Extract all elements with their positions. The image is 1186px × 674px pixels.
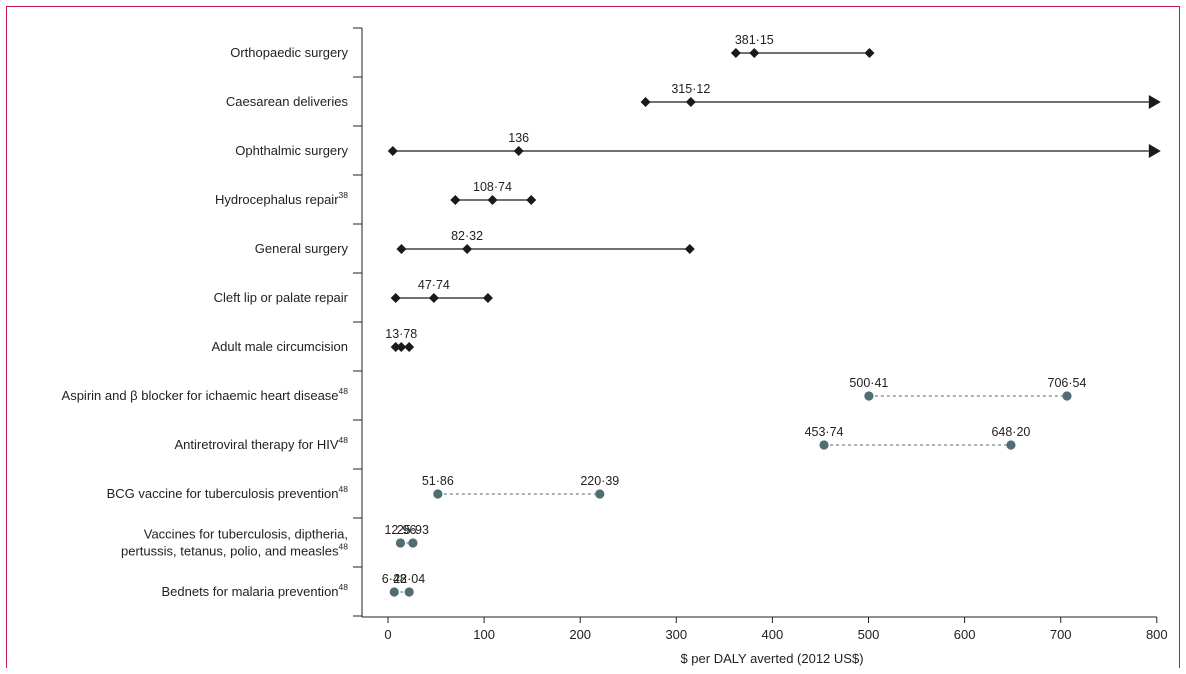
- category-label: Caesarean deliveries: [226, 94, 349, 109]
- category-label: Adult male circumcision: [211, 339, 348, 354]
- circle-marker: [595, 489, 605, 499]
- circle-marker: [433, 489, 443, 499]
- diamond-marker: [390, 342, 401, 352]
- x-tick-label: 0: [384, 627, 391, 642]
- diamond-marker: [462, 244, 473, 254]
- diamond-marker: [396, 342, 407, 352]
- diamond-marker: [396, 244, 407, 254]
- category-label: Aspirin and β blocker for ichaemic heart…: [62, 386, 349, 403]
- axes: 0 100 200 300 400 500 600 700 800: [353, 27, 1168, 642]
- value-label: 315·12: [671, 82, 710, 96]
- chart-row: Orthopaedic surgery 381·15: [230, 33, 875, 60]
- circle-marker: [1062, 391, 1072, 401]
- chart-row: Ophthalmic surgery 136: [235, 131, 1161, 158]
- value-label: 6·48: [382, 572, 407, 586]
- x-tick-label: 400: [762, 627, 784, 642]
- x-tick-label: 700: [1050, 627, 1072, 642]
- value-label: 453·74: [805, 425, 844, 439]
- diamond-marker: [482, 293, 493, 303]
- circle-marker: [389, 587, 399, 597]
- arrow-head: [1148, 95, 1161, 109]
- chart-row: Aspirin and β blocker for ichaemic heart…: [62, 376, 1087, 403]
- diamond-marker: [640, 97, 651, 107]
- diamond-marker: [387, 146, 398, 156]
- value-label: 381·15: [735, 33, 774, 47]
- chart-row: Antiretroviral therapy for HIV48 453·74 64…: [175, 425, 1031, 452]
- x-tick-label: 800: [1146, 627, 1168, 642]
- diamond-marker: [390, 293, 401, 303]
- diamond-marker: [864, 48, 875, 58]
- diamond-marker: [428, 293, 439, 303]
- circle-marker: [819, 440, 829, 450]
- category-label: General surgery: [255, 241, 349, 256]
- chart-row: BCG vaccine for tuberculosis prevention4…: [107, 474, 620, 501]
- value-label: 51·86: [422, 474, 454, 488]
- x-tick-label: 300: [665, 627, 687, 642]
- chart-row: Caesarean deliveries 315·12: [226, 82, 1161, 109]
- diamond-marker: [526, 195, 537, 205]
- chart-row: Vaccines for tuberculosis, diptheria, per…: [121, 523, 429, 559]
- x-tick-label: 200: [569, 627, 591, 642]
- value-label: 13·78: [385, 327, 417, 341]
- x-tick-label: 600: [954, 627, 976, 642]
- circle-marker: [408, 538, 418, 548]
- chart-row: Bednets for malaria prevention48 6·4822·0…: [161, 572, 425, 599]
- value-label: 500·41: [849, 376, 888, 390]
- category-label: Orthopaedic surgery: [230, 45, 348, 60]
- chart-row: Adult male circumcision 13·78: [211, 327, 417, 354]
- category-label: Cleft lip or palate repair: [214, 290, 349, 305]
- circle-marker: [404, 587, 414, 597]
- category-label: Vaccines for tuberculosis, diptheria, per…: [121, 527, 348, 559]
- chart-rows: Orthopaedic surgery 381·15 Caesarean deliv…: [62, 33, 1161, 599]
- diamond-marker: [730, 48, 741, 58]
- category-label: Hydrocephalus repair38: [215, 190, 348, 207]
- diamond-marker: [685, 97, 696, 107]
- diamond-marker: [404, 342, 415, 352]
- value-label: 22·04: [393, 572, 425, 586]
- circle-marker: [1006, 440, 1016, 450]
- category-label: Ophthalmic surgery: [235, 143, 348, 158]
- chart-row: Hydrocephalus repair38 108·74: [215, 180, 537, 207]
- value-label: 136: [508, 131, 529, 145]
- diamond-marker: [487, 195, 498, 205]
- chart-row: Cleft lip or palate repair 47·74: [214, 278, 493, 305]
- value-label: 220·39: [580, 474, 619, 488]
- value-label: 25·93: [397, 523, 429, 537]
- arrow-head: [1148, 144, 1161, 158]
- value-label: 47·74: [418, 278, 450, 292]
- circle-marker: [864, 391, 874, 401]
- x-axis-title: $ per DALY averted (2012 US$): [680, 651, 863, 666]
- category-label: Antiretroviral therapy for HIV48: [175, 435, 349, 452]
- value-label: 82·32: [451, 229, 483, 243]
- diamond-marker: [684, 244, 695, 254]
- diamond-marker: [749, 48, 760, 58]
- x-tick-label: 500: [858, 627, 880, 642]
- circle-marker: [395, 538, 406, 548]
- value-label: 108·74: [473, 180, 512, 194]
- diamond-marker: [513, 146, 524, 156]
- figure-frame: [6, 6, 1180, 668]
- value-label: 12·96: [384, 523, 416, 537]
- value-label: 648·20: [991, 425, 1030, 439]
- diamond-marker: [450, 195, 461, 205]
- chart-row: General surgery 82·32: [255, 229, 695, 256]
- category-label: BCG vaccine for tuberculosis prevention4…: [107, 484, 349, 501]
- value-label: 706·54: [1048, 376, 1087, 390]
- category-label: Bednets for malaria prevention48: [161, 582, 348, 599]
- x-tick-label: 100: [473, 627, 495, 642]
